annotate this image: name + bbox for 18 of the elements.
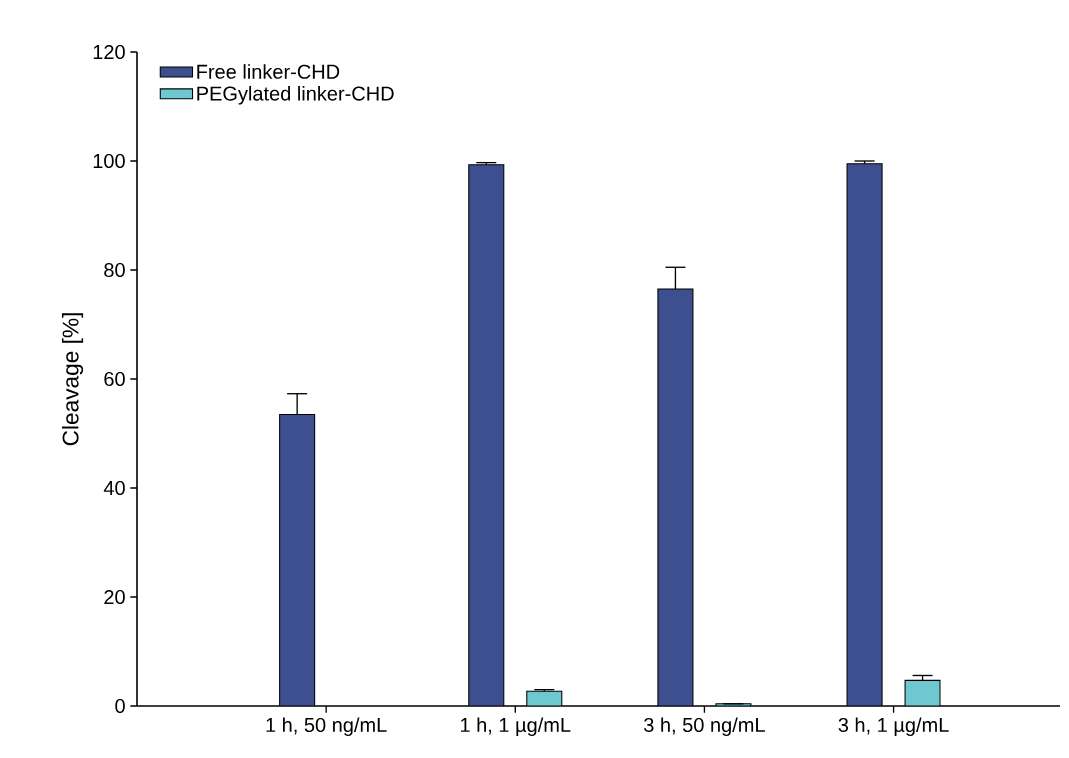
legend-label: PEGylated linker-CHD: [197, 85, 394, 105]
y-tick-label: 100: [93, 153, 125, 169]
bar: [657, 288, 694, 706]
y-tick-label: 40: [103, 480, 125, 496]
y-tick-label: 120: [93, 44, 125, 60]
y-tick-label: 60: [104, 371, 125, 387]
y-tick-label: 80: [104, 262, 125, 278]
y-axis-title: Cleavage [%]: [61, 313, 84, 446]
legend-label: Free linker-CHD: [197, 64, 340, 79]
x-tick-label: 3 h, 50 ng/mL: [644, 717, 765, 737]
bar: [468, 164, 505, 706]
bar: [846, 163, 883, 706]
x-tick-label: 1 h, 1 µg/mL: [461, 717, 571, 737]
y-tick-label: 0: [115, 698, 125, 714]
x-tick-label: 3 h, 1 µg/mL: [838, 717, 949, 737]
bar: [279, 413, 316, 706]
y-tick-label: 20: [104, 589, 125, 605]
x-tick-label: 1 h, 50 ng/mL: [266, 717, 387, 737]
